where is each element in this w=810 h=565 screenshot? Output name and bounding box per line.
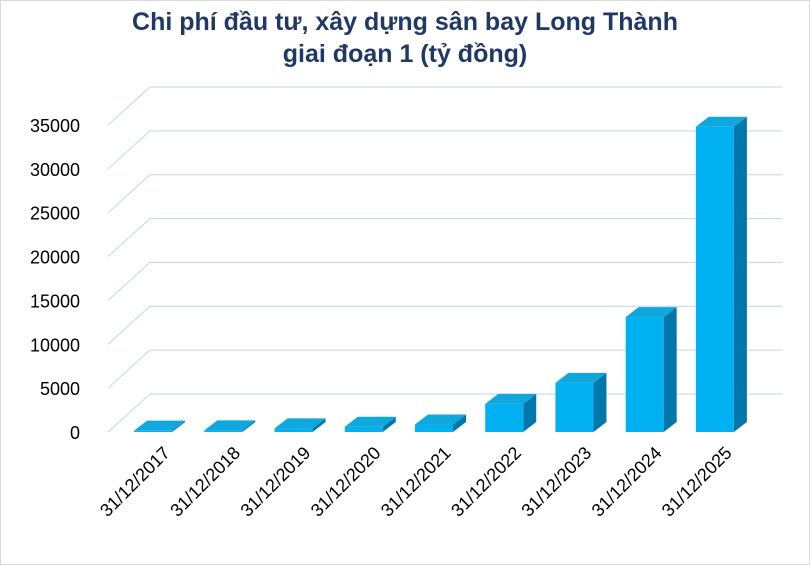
gridline-30000: [107, 130, 782, 170]
x-tick-label-31/12/2021: 31/12/2021: [377, 443, 455, 521]
bar-front-31/12/2019: [274, 428, 313, 432]
bar-31/12/2018: [204, 420, 256, 432]
gridline-10000: [107, 305, 782, 345]
bar-31/12/2020: [344, 416, 396, 432]
bar-front-31/12/2020: [344, 426, 383, 432]
gridline-15000: [107, 261, 782, 301]
bar-side-31/12/2024: [663, 307, 677, 432]
bar-top-31/12/2022: [485, 393, 537, 404]
bar-31/12/2017: [134, 420, 186, 432]
bar-side-31/12/2022: [523, 393, 537, 432]
bar-side-31/12/2017: [172, 420, 186, 432]
x-tick-label-31/12/2020: 31/12/2020: [307, 443, 385, 521]
bar-top-31/12/2017: [134, 420, 186, 431]
bar-side-31/12/2019: [312, 418, 326, 432]
bar-front-31/12/2025: [695, 126, 734, 433]
y-tick-label-30000: 30000: [30, 160, 80, 180]
bar-front-31/12/2017: [134, 430, 173, 432]
y-tick-label-0: 0: [70, 423, 80, 443]
y-tick-label-35000: 35000: [30, 116, 80, 136]
bar-side-31/12/2023: [593, 372, 607, 432]
x-tick-label-31/12/2019: 31/12/2019: [237, 443, 315, 521]
x-axis-ticks: 31/12/201731/12/201831/12/201931/12/2020…: [96, 443, 736, 521]
bar-front-31/12/2018: [204, 430, 243, 432]
bar-side-31/12/2025: [733, 116, 747, 433]
bar-31/12/2021: [415, 414, 466, 432]
y-tick-label-25000: 25000: [30, 204, 80, 224]
x-tick-label-31/12/2023: 31/12/2023: [517, 443, 595, 521]
bar-side-31/12/2020: [382, 416, 396, 432]
y-axis-ticks: 0 5000 10000 15000 20000 25000 30000 35000: [30, 116, 80, 443]
bar-front-31/12/2022: [485, 403, 524, 432]
bar-31/12/2024: [625, 307, 677, 432]
gridline-35000: [107, 86, 782, 126]
bar-top-31/12/2019: [274, 418, 326, 429]
bar-31/12/2022: [485, 393, 537, 432]
y-tick-label-5000: 5000: [40, 379, 80, 399]
x-tick-label-31/12/2017: 31/12/2017: [96, 443, 174, 521]
y-tick-label-10000: 10000: [30, 335, 80, 355]
x-tick-label-31/12/2025: 31/12/2025: [658, 443, 736, 521]
chart-title-line-2: giai đoạn 1 (tỷ đồng): [282, 40, 528, 68]
bar-top-31/12/2020: [344, 416, 396, 427]
bar-top-31/12/2024: [625, 307, 677, 318]
gridlines: [107, 86, 782, 433]
bar-31/12/2019: [274, 418, 326, 432]
bar-31/12/2023: [555, 372, 607, 432]
x-tick-label-31/12/2022: 31/12/2022: [447, 443, 525, 521]
bar-side-31/12/2018: [242, 420, 256, 432]
y-tick-label-20000: 20000: [30, 248, 80, 268]
bar-front-31/12/2021: [415, 424, 453, 432]
gridline-5000: [107, 349, 782, 389]
x-tick-label-31/12/2018: 31/12/2018: [166, 443, 244, 521]
bar-top-31/12/2021: [415, 414, 466, 425]
bars: [134, 116, 747, 433]
bar-top-31/12/2023: [555, 372, 607, 383]
bar-31/12/2025: [695, 116, 747, 433]
gridline-25000: [107, 174, 782, 214]
bar-side-31/12/2021: [453, 414, 466, 432]
x-tick-label-31/12/2024: 31/12/2024: [588, 443, 666, 521]
gridline-20000: [107, 218, 782, 257]
bar-front-31/12/2024: [625, 317, 664, 432]
bar-top-31/12/2018: [204, 420, 256, 431]
chart-title-line-1: Chi phí đầu tư, xây dựng sân bay Long Th…: [132, 8, 678, 36]
chart-title: Chi phí đầu tư, xây dựng sân bay Long Th…: [0, 6, 810, 70]
bar-top-31/12/2025: [695, 116, 747, 127]
y-tick-label-15000: 15000: [30, 291, 80, 311]
bar-front-31/12/2023: [555, 382, 594, 432]
